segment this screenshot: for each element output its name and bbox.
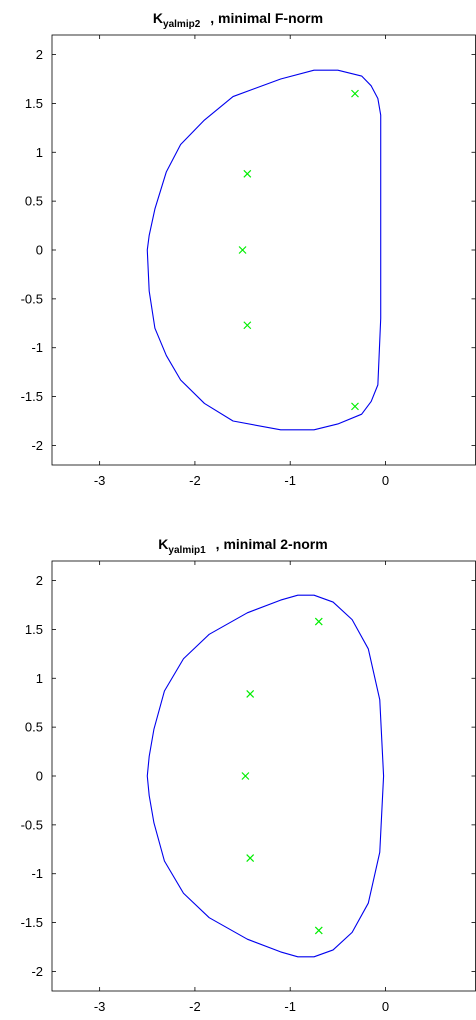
title-subscript: yalmip2 (163, 19, 201, 30)
y-tick-label: -1 (31, 340, 43, 355)
x-tick-label: 0 (382, 999, 389, 1014)
axes-frame (51, 560, 476, 992)
pole-marker-stroke (246, 689, 255, 698)
axes: -3 -2 -1 0 2 1.5 1 0.5 0 -0.5 -1 -1.5 -2 (21, 34, 476, 488)
pole-marker-stroke (314, 617, 323, 626)
stability-boundary-line (146, 69, 382, 431)
x-tick-label: -3 (94, 999, 106, 1014)
y-tick-label: 1.5 (25, 622, 43, 637)
pole-marker (314, 617, 323, 626)
y-tick-label: 1 (36, 671, 43, 686)
title-rest: , minimal 2-norm (216, 536, 328, 552)
y-tick-label: -1.5 (21, 915, 43, 930)
pole-marker (246, 689, 255, 698)
pole-marker-stroke (351, 402, 359, 411)
panel-title: Kyalmip1 , minimal 2-norm (158, 536, 327, 556)
panel-title: Kyalmip2 , minimal F-norm (153, 10, 323, 30)
pole-marker-stroke (246, 854, 255, 863)
y-tick-label: -2 (31, 964, 43, 979)
x-tick-label: -1 (284, 999, 296, 1014)
y-tick-label: 0.5 (25, 720, 43, 735)
y-tick-label: -1.5 (21, 389, 43, 404)
pole-marker (243, 321, 252, 330)
x-tick-label: -2 (189, 473, 201, 488)
pole-marker (241, 772, 250, 780)
y-tick-label: 0.5 (25, 194, 43, 209)
title-subscript: yalmip1 (168, 545, 206, 556)
data-layer (146, 69, 382, 431)
y-tick-label: 2 (36, 47, 43, 62)
x-tick-label: -2 (189, 999, 201, 1014)
pole-marker-stroke (351, 89, 359, 98)
pole-marker (238, 246, 247, 254)
y-tick-label: 2 (36, 573, 43, 588)
y-tick-label: -2 (31, 438, 43, 453)
plot-panel-f-norm: Kyalmip2 , minimal F-norm -3 -2 -1 0 2 1.5 1 0.5… (21, 10, 476, 488)
pole-marker-stroke (243, 169, 252, 178)
stability-boundary-line (146, 594, 385, 958)
axes-frame (51, 34, 476, 466)
y-tick-label: 1 (36, 145, 43, 160)
pole-marker (243, 169, 252, 178)
pole-marker-stroke (238, 246, 247, 254)
pole-marker-stroke (241, 772, 250, 780)
axes: -3 -2 -1 0 2 1.5 1 0.5 0 -0.5 -1 -1.5 -2 (21, 560, 476, 1014)
pole-marker (246, 854, 255, 863)
data-layer (146, 594, 385, 958)
pole-marker (314, 926, 323, 935)
plot-panel-2-norm: Kyalmip1 , minimal 2-norm -3 -2 -1 0 2 1.5 1 0.5… (21, 536, 476, 1014)
pole-marker (351, 402, 359, 411)
pole-marker (351, 89, 359, 98)
pole-marker-stroke (314, 926, 323, 935)
x-tick-label: -3 (94, 473, 106, 488)
y-tick-label: -0.5 (21, 817, 43, 832)
x-tick-label: 0 (382, 473, 389, 488)
y-tick-label: 0 (36, 769, 43, 784)
y-tick-label: 1.5 (25, 96, 43, 111)
title-main: K (153, 10, 163, 26)
pole-marker-stroke (243, 321, 252, 330)
title-main: K (158, 536, 168, 552)
y-tick-label: -0.5 (21, 291, 43, 306)
title-rest: , minimal F-norm (210, 10, 323, 26)
x-tick-label: -1 (284, 473, 296, 488)
y-tick-label: 0 (36, 243, 43, 258)
y-tick-label: -1 (31, 866, 43, 881)
